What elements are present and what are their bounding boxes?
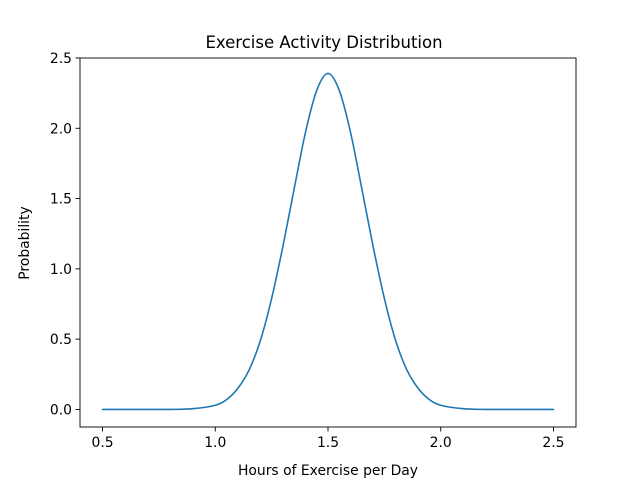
y-tick-label: 1.5 [50,192,72,208]
chart-title: Exercise Activity Distribution [205,33,442,52]
x-axis-label: Hours of Exercise per Day [238,463,418,479]
series-layer [101,72,555,411]
series-line-0 [101,72,555,411]
x-tick-label: 0.5 [91,435,113,451]
y-tick-label: 0.5 [50,332,72,348]
y-axis-label: Probability [17,206,33,279]
y-tick-label: 0.0 [50,402,72,418]
x-tick-label: 1.0 [204,435,226,451]
plot-frame [79,57,577,428]
x-tick-label: 2.5 [542,435,564,451]
x-tick-label: 2.0 [430,435,452,451]
y-tick-label: 2.0 [50,121,72,137]
x-tick-label: 1.5 [317,435,339,451]
x-axis: 0.5 1.0 1.5 2.0 2.5 [91,427,565,451]
y-tick-label: 2.5 [50,51,72,67]
y-axis: 0.0 0.5 1.0 1.5 2.0 2.5 [50,51,80,418]
y-tick-label: 1.0 [50,262,72,278]
